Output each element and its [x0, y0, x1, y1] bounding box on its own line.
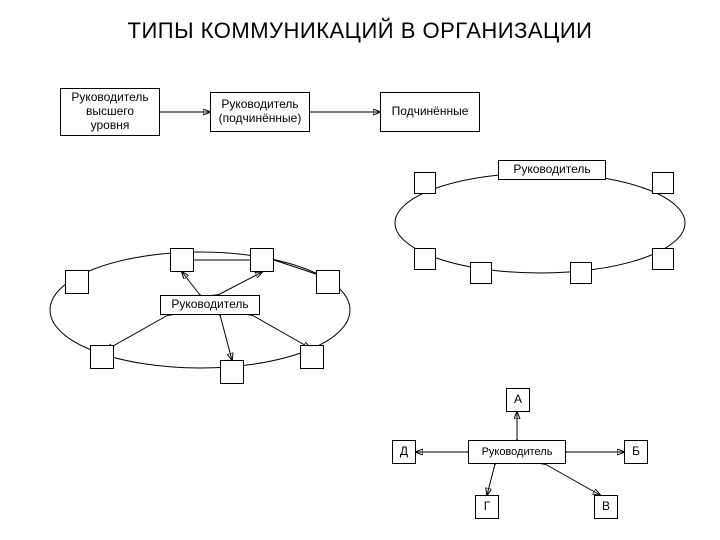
connector-layer: [0, 0, 720, 540]
ring-left-node: [300, 345, 324, 369]
ring-right-node: [570, 262, 592, 284]
ring-left-node: [170, 248, 194, 272]
page-title: ТИПЫ КОММУНИКАЦИЙ В ОРГАНИЗАЦИИ: [0, 18, 720, 44]
ring-right-node: [470, 262, 492, 284]
ring-left-node: [220, 360, 244, 384]
ring-right-node: [652, 248, 674, 270]
ring-right-label-text: Руководитель: [513, 163, 590, 177]
diagram-stage: ТИПЫ КОММУНИКАЦИЙ В ОРГАНИЗАЦИИ: [0, 0, 720, 540]
star-spoke-b-label: Б: [632, 445, 640, 459]
ring-right-node: [652, 172, 674, 194]
star-spoke-v: В: [594, 495, 618, 519]
chain-box-3: Подчинённые: [380, 92, 480, 132]
chain-box-1-label: Руководитель высшего уровня: [65, 91, 155, 132]
star-spoke-d-label: Д: [400, 445, 408, 459]
ring-left-node: [250, 248, 274, 272]
chain-box-2-label: Руководитель (подчинённые): [215, 98, 305, 126]
chain-box-1: Руководитель высшего уровня: [60, 88, 160, 136]
star-center-label: Руководитель: [482, 446, 553, 459]
star-spoke-a: А: [506, 388, 530, 412]
chain-box-3-label: Подчинённые: [392, 105, 469, 119]
ring-left-node: [65, 270, 89, 294]
ring-right-node: [414, 248, 436, 270]
star-spoke-v-label: В: [602, 500, 610, 514]
star-spoke-a-label: А: [514, 393, 522, 407]
star-center: Руководитель: [468, 440, 566, 464]
ring-left-label: Руководитель: [160, 295, 260, 315]
ring-left-node: [316, 270, 340, 294]
ring-left-node: [90, 345, 114, 369]
star-spoke-d: Д: [392, 440, 416, 464]
ring-right-node: [414, 172, 436, 194]
star-spoke-b: Б: [624, 440, 648, 464]
star-spoke-g-label: Г: [484, 500, 491, 514]
ring-right-label: Руководитель: [498, 160, 606, 180]
ring-left-label-text: Руководитель: [171, 298, 248, 312]
chain-box-2: Руководитель (подчинённые): [210, 92, 310, 132]
star-spoke-g: Г: [475, 495, 499, 519]
